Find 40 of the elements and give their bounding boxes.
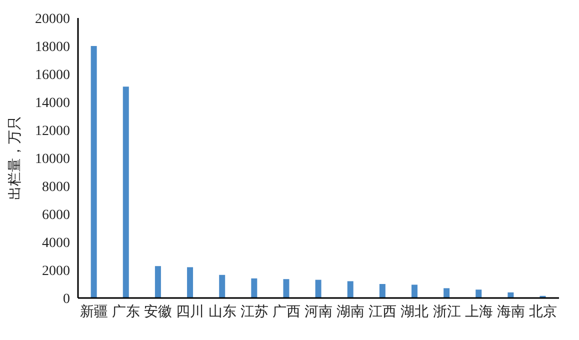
x-tick-label: 海南 bbox=[496, 304, 525, 320]
bar bbox=[411, 284, 418, 298]
bar bbox=[122, 86, 129, 298]
y-tick-label: 20000 bbox=[35, 12, 70, 27]
bar bbox=[154, 266, 161, 298]
y-tick-label: 16000 bbox=[35, 68, 70, 83]
x-tick-label: 江苏 bbox=[240, 304, 268, 320]
y-tick-label: 10000 bbox=[35, 152, 70, 167]
y-tick-label: 18000 bbox=[35, 40, 70, 55]
x-tick-label: 江西 bbox=[368, 304, 397, 320]
x-tick-label: 广西 bbox=[272, 304, 300, 320]
y-tick-label: 6000 bbox=[42, 208, 70, 223]
x-tick-label: 新疆 bbox=[80, 304, 108, 320]
x-tick-label: 湖北 bbox=[400, 304, 429, 320]
x-tick-label: 北京 bbox=[528, 304, 557, 320]
bar bbox=[444, 288, 450, 298]
bar bbox=[476, 290, 482, 298]
y-tick-label: 2000 bbox=[42, 264, 70, 279]
bar bbox=[187, 267, 194, 298]
y-tick-label: 8000 bbox=[42, 180, 70, 195]
bar bbox=[315, 280, 322, 298]
bar bbox=[219, 274, 226, 298]
bar bbox=[508, 292, 514, 298]
x-tick-label: 山东 bbox=[208, 304, 236, 320]
y-tick-label: 12000 bbox=[35, 124, 70, 139]
y-tick-label: 14000 bbox=[35, 96, 70, 111]
x-tick-label: 上海 bbox=[464, 304, 493, 320]
bar bbox=[251, 278, 258, 298]
x-tick-label: 湖南 bbox=[336, 304, 365, 320]
bar bbox=[379, 284, 386, 298]
x-tick-label: 四川 bbox=[176, 304, 204, 320]
bar bbox=[347, 281, 354, 298]
y-tick-label: 0 bbox=[63, 292, 70, 307]
bar bbox=[90, 46, 97, 298]
x-tick-label: 浙江 bbox=[432, 304, 461, 320]
y-tick-label: 4000 bbox=[42, 236, 70, 251]
x-tick-label: 河南 bbox=[304, 304, 332, 320]
x-tick-label: 安徽 bbox=[144, 304, 172, 320]
bar bbox=[283, 279, 290, 298]
x-tick-label: 广东 bbox=[112, 304, 140, 320]
